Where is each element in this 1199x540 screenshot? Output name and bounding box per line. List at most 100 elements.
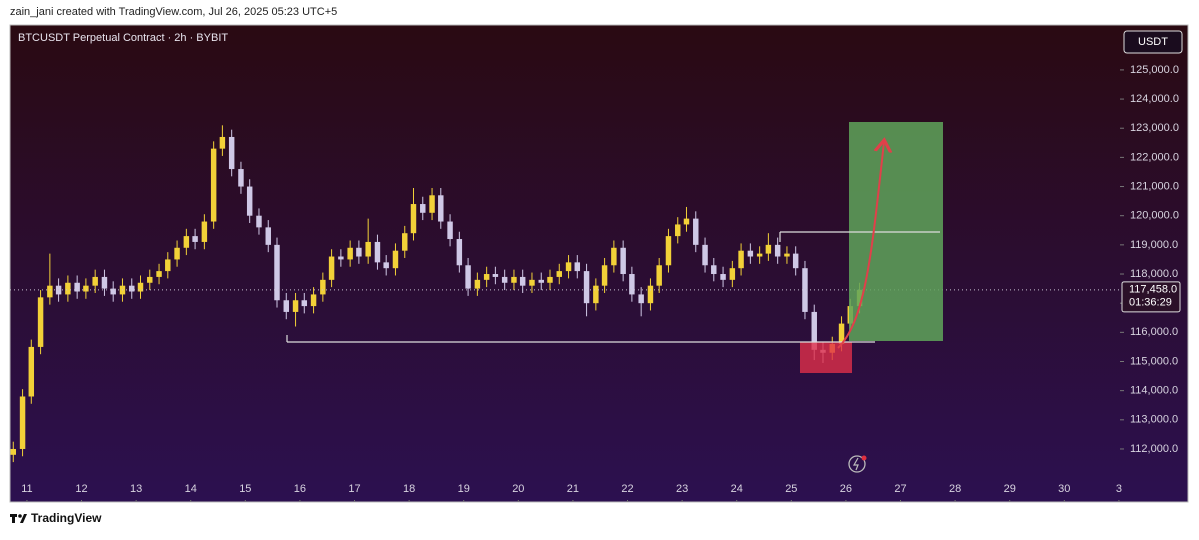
candle-body — [774, 244, 781, 257]
candle-body — [74, 282, 80, 292]
candle-body — [129, 285, 135, 292]
candle-body — [101, 276, 108, 289]
footer-logo — [10, 514, 27, 523]
candle-body — [402, 233, 408, 251]
candle-body — [156, 271, 162, 277]
candle-body — [201, 221, 208, 242]
candle-body — [511, 276, 517, 283]
candle-body — [465, 265, 471, 289]
x-tick-label: 25 — [785, 483, 797, 495]
candle-body — [593, 285, 599, 304]
candle-body — [228, 136, 235, 170]
candle-body — [574, 262, 581, 272]
x-tick-label: 18 — [403, 483, 415, 495]
candle-body — [147, 276, 153, 283]
candle-body — [711, 265, 717, 275]
candle-body — [192, 236, 198, 242]
x-tick-label: 30 — [1058, 483, 1070, 495]
candle-body — [83, 285, 89, 292]
candle-body — [765, 244, 772, 254]
x-tick-label: 16 — [294, 483, 306, 495]
candle-body — [538, 279, 544, 283]
x-tick-label: 13 — [130, 483, 142, 495]
y-tick-label: 114,000.0 — [1130, 385, 1178, 397]
x-tick-label: 28 — [949, 483, 961, 495]
y-tick-label: 113,000.0 — [1130, 414, 1178, 426]
last-price-label: 117,458.0 — [1129, 284, 1177, 296]
x-tick-label: 20 — [512, 483, 524, 495]
candle-body — [283, 300, 290, 312]
candle-body — [65, 282, 71, 295]
candle-body — [683, 218, 690, 225]
candle-body — [47, 285, 53, 298]
candle-body — [492, 274, 499, 277]
countdown: 01:36:29 — [1129, 297, 1172, 309]
event-dot — [861, 455, 867, 461]
candle-body — [756, 253, 763, 257]
candle-body — [583, 271, 590, 304]
candle-body — [792, 253, 799, 269]
candle-body — [356, 247, 362, 257]
candle-body — [410, 204, 417, 234]
y-tick-label: 118,000.0 — [1130, 268, 1178, 280]
candle-body — [501, 276, 508, 283]
candle-body — [611, 247, 617, 266]
candle-body — [601, 265, 608, 286]
x-tick-label: 12 — [75, 483, 87, 495]
y-tick-label: 121,000.0 — [1130, 180, 1179, 192]
candle-body — [328, 256, 335, 280]
candle-body — [274, 244, 280, 301]
footer: TradingView — [31, 511, 102, 525]
currency-box[interactable] — [1123, 30, 1183, 54]
candle-body — [483, 274, 490, 280]
candle-body — [110, 288, 116, 295]
candle-body — [565, 262, 572, 272]
x-tick-label: 17 — [348, 483, 360, 495]
x-tick-label: 23 — [676, 483, 688, 495]
candle-body — [675, 224, 681, 237]
candle-body — [784, 253, 790, 257]
last-price-box — [1121, 281, 1181, 313]
candle-body — [656, 265, 662, 286]
x-tick-label: 11 — [21, 483, 32, 495]
event-icon[interactable] — [848, 455, 866, 473]
candle-body — [519, 276, 526, 286]
candle-body — [365, 241, 371, 257]
candle-body — [647, 285, 654, 304]
candle-body — [556, 271, 562, 277]
candle-body — [392, 250, 399, 269]
candle-body — [547, 276, 553, 283]
candle-body — [165, 259, 171, 272]
candle-body — [529, 279, 535, 286]
candle-body — [174, 247, 180, 260]
candle-body — [620, 247, 626, 275]
y-tick-label: 120,000.0 — [1130, 210, 1179, 222]
y-tick-label: 115,000.0 — [1130, 355, 1178, 367]
candle-body — [429, 195, 435, 213]
chart-frame — [9, 24, 1189, 503]
x-tick-label: 21 — [567, 483, 579, 495]
candle-body — [320, 279, 326, 295]
x-tick-label: 22 — [621, 483, 633, 495]
candle-body — [219, 136, 226, 149]
candle-body — [19, 396, 26, 449]
candle-body — [383, 262, 389, 269]
candle-body — [802, 268, 808, 312]
candle-body — [338, 256, 344, 260]
header: zain_jani created with TradingView.com, … — [10, 6, 337, 18]
candle-body — [729, 268, 736, 280]
plot: 112,000.0 113,000.0 114,000.0 115,000.0 116,… — [10, 64, 1179, 502]
stop-zone — [800, 342, 852, 373]
candle-body — [720, 274, 726, 280]
candle-body — [738, 250, 744, 269]
event-bolt — [852, 457, 859, 471]
candle-body — [811, 311, 817, 350]
x-tick-label: 27 — [894, 483, 906, 495]
candle-body — [37, 297, 44, 347]
candle-body — [474, 279, 481, 289]
candle-body — [665, 236, 672, 266]
candle-body — [693, 218, 699, 245]
candle-body — [456, 239, 463, 266]
